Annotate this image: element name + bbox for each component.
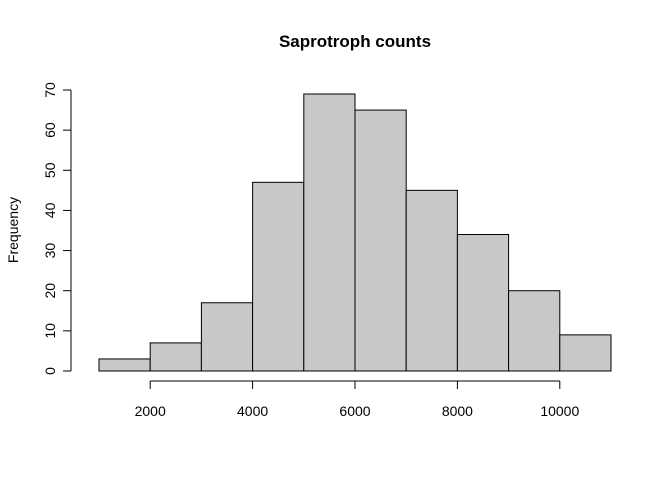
histogram-bar-8 [508,290,561,372]
y-tick-label-6: 60 [42,122,58,138]
y-tick-label-4: 40 [42,202,58,218]
histogram-bar-0 [98,358,151,372]
histogram-bar-2 [200,302,254,372]
y-tick-label-3: 30 [42,243,58,259]
histogram-bar-4 [303,93,356,372]
y-axis: 0 10 20 30 40 50 60 70 [42,82,72,375]
x-tick-label-4: 10000 [540,403,579,419]
histogram-bar-6 [405,189,458,372]
histogram-bar-7 [456,234,510,372]
x-tick-label-1: 4000 [237,403,268,419]
x-axis: 2000 4000 6000 8000 10000 [135,380,579,419]
y-tick-label-1: 10 [42,323,58,339]
histogram-bar-5 [354,109,407,372]
x-tick-label-3: 8000 [442,403,473,419]
y-tick-label-0: 0 [42,367,58,375]
y-tick-label-7: 70 [42,82,58,98]
histogram-bar-1 [149,342,202,372]
x-tick-label-2: 6000 [339,403,370,419]
histogram-bar-3 [252,181,305,372]
histogram-bar-9 [559,334,612,372]
chart-title: Saprotroph counts [279,32,431,51]
bars-group [98,93,612,372]
y-axis-label: Frequency [5,197,21,263]
x-tick-label-0: 2000 [135,403,166,419]
y-tick-label-5: 50 [42,162,58,178]
y-tick-label-2: 20 [42,283,58,299]
